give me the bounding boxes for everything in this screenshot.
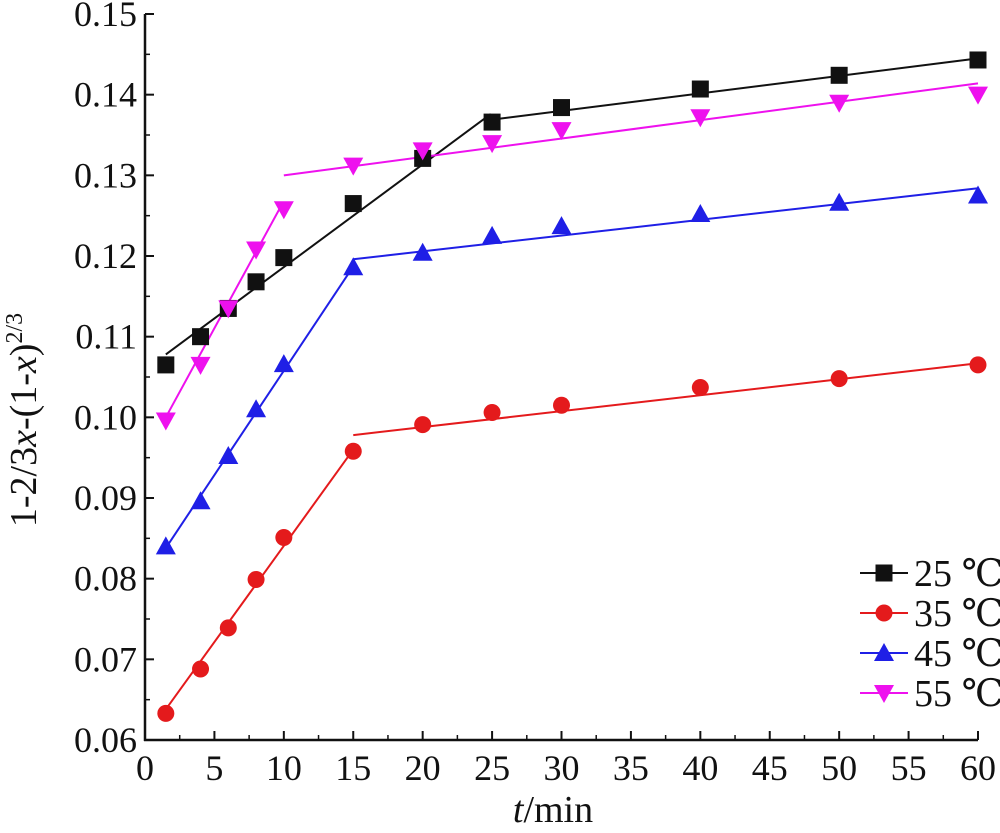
data-point-series-1 bbox=[483, 113, 501, 131]
data-point-series-2 bbox=[157, 704, 175, 722]
y-tick-label: 0.12 bbox=[74, 236, 137, 276]
x-tick-label: 40 bbox=[682, 748, 718, 788]
data-point-series-1 bbox=[344, 195, 362, 213]
y-tick-label: 0.10 bbox=[74, 397, 137, 437]
data-point-series-3 bbox=[551, 216, 572, 235]
data-point-series-4 bbox=[412, 142, 433, 161]
axes: 0 5 10 15 20 25 30 35 40 45 50 55 60 0.06 0.07 0.08 0.09… bbox=[74, 0, 996, 788]
data-point-series-3 bbox=[246, 399, 267, 418]
fit-line-series-2-segment-2 bbox=[353, 362, 979, 437]
data-point-series-2 bbox=[247, 570, 265, 588]
data-point-series-1 bbox=[830, 66, 848, 84]
x-tick-label: 35 bbox=[613, 748, 649, 788]
data-point-series-3 bbox=[343, 257, 364, 276]
x-tick-label: 5 bbox=[205, 748, 223, 788]
data-point-series-3 bbox=[829, 192, 850, 211]
y-tick-label: 0.13 bbox=[74, 155, 137, 195]
x-tick-label: 50 bbox=[821, 748, 857, 788]
y-tick-label: 0.06 bbox=[74, 720, 137, 760]
data-point-series-4 bbox=[246, 241, 267, 260]
x-tick-label: 10 bbox=[266, 748, 302, 788]
y-tick-label: 0.11 bbox=[75, 317, 137, 357]
data-point-series-4 bbox=[343, 157, 364, 176]
data-point-series-3 bbox=[690, 204, 711, 223]
fit-lines bbox=[164, 57, 979, 710]
legend-label-series-2: 35 ℃ bbox=[914, 593, 1000, 635]
data-point-series-4 bbox=[968, 86, 988, 105]
data-point-series-1 bbox=[553, 99, 570, 117]
x-tick-label: 30 bbox=[544, 748, 580, 788]
data-point-series-1 bbox=[691, 80, 709, 98]
data-point-series-4 bbox=[551, 122, 572, 141]
data-point-series-4 bbox=[482, 135, 503, 154]
fit-line-series-4-segment-2 bbox=[283, 82, 979, 177]
x-tick-label: 15 bbox=[335, 748, 371, 788]
data-point-series-2 bbox=[553, 396, 570, 414]
y-tick-label: 0.14 bbox=[74, 75, 137, 115]
legend-marker-series-3 bbox=[874, 643, 894, 661]
x-axis-title: t/min bbox=[513, 789, 593, 831]
data-point-series-4 bbox=[829, 94, 850, 113]
x-tick-label: 60 bbox=[960, 748, 996, 788]
data-point-series-3 bbox=[273, 354, 294, 373]
data-point-series-4 bbox=[690, 109, 711, 128]
legend-marker-series-4 bbox=[874, 685, 894, 703]
x-tick-label: 0 bbox=[136, 748, 154, 788]
fit-line-series-1-segment-2 bbox=[491, 57, 979, 121]
y-tick-label: 0.15 bbox=[74, 0, 137, 34]
y-tick-label: 0.08 bbox=[74, 559, 137, 599]
data-point-series-1 bbox=[275, 249, 293, 267]
data-point-series-3 bbox=[155, 536, 176, 555]
data-point-series-2 bbox=[219, 619, 237, 637]
data-point-series-2 bbox=[414, 416, 432, 434]
x-tick-label: 55 bbox=[891, 748, 927, 788]
data-point-series-4 bbox=[218, 300, 239, 319]
data-point-series-4 bbox=[155, 412, 176, 431]
data-point-series-2 bbox=[830, 370, 848, 388]
x-tick-label: 25 bbox=[474, 748, 510, 788]
data-point-series-2 bbox=[275, 529, 293, 547]
data-point-series-3 bbox=[218, 446, 239, 465]
data-point-series-3 bbox=[968, 185, 988, 204]
data-point-series-3 bbox=[482, 225, 503, 244]
data-point-series-2 bbox=[969, 356, 987, 374]
x-tick-label: 20 bbox=[405, 748, 441, 788]
data-point-series-4 bbox=[273, 201, 294, 220]
data-point-series-1 bbox=[247, 273, 265, 291]
markers bbox=[155, 51, 988, 722]
data-point-series-3 bbox=[412, 242, 433, 261]
legend: 25 ℃35 ℃45 ℃55 ℃ bbox=[860, 553, 1000, 715]
data-point-series-2 bbox=[192, 660, 210, 678]
data-point-series-2 bbox=[344, 442, 362, 460]
fit-line-series-1-segment-1 bbox=[165, 113, 492, 356]
data-point-series-4 bbox=[190, 356, 211, 375]
y-axis-title: 1-2/3x-(1-x)2/3 bbox=[2, 313, 45, 527]
legend-label-series-1: 25 ℃ bbox=[914, 553, 1000, 595]
legend-marker-series-2 bbox=[875, 604, 893, 622]
x-tick-label: 45 bbox=[752, 748, 788, 788]
data-point-series-1 bbox=[192, 328, 210, 346]
y-tick-label: 0.07 bbox=[74, 639, 137, 679]
y-tick-label: 0.09 bbox=[74, 478, 137, 518]
data-point-series-2 bbox=[691, 378, 709, 396]
legend-label-series-4: 55 ℃ bbox=[914, 673, 1000, 715]
fit-line-series-3-segment-2 bbox=[353, 187, 979, 261]
data-point-series-1 bbox=[157, 356, 175, 374]
data-point-series-3 bbox=[190, 491, 211, 510]
data-point-series-2 bbox=[483, 403, 501, 421]
legend-label-series-3: 45 ℃ bbox=[914, 633, 1000, 675]
legend-marker-series-1 bbox=[875, 564, 893, 582]
data-point-series-1 bbox=[969, 51, 987, 69]
